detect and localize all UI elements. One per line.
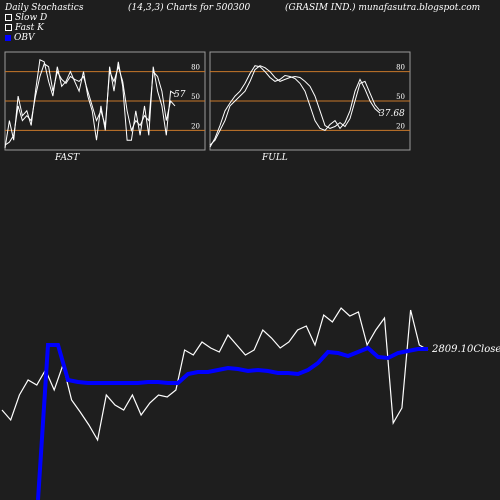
tick-label: 50	[396, 93, 405, 101]
legend-label: Fast K	[15, 23, 44, 33]
tick-label: 80	[191, 64, 200, 72]
legend-item-fast-k: Fast K	[5, 23, 44, 33]
legend-label: Slow D	[15, 13, 48, 23]
legend-swatch	[5, 24, 12, 31]
legend-item-obv: OBV	[5, 33, 35, 43]
tick-label: 80	[396, 64, 405, 72]
chart-subtitle: (14,3,3) Charts for 500300	[128, 3, 251, 13]
chart-title: Daily Stochastics	[5, 3, 84, 13]
series-line	[4, 59, 176, 149]
panel-title-fast: FAST	[55, 153, 80, 163]
tick-label: 50	[191, 93, 200, 101]
legend-swatch	[5, 34, 11, 41]
tick-label: 20	[396, 122, 405, 130]
value-label: 57	[174, 90, 186, 100]
series-line	[209, 65, 381, 146]
chart-source: (GRASIM IND.) munafasutra.blogspot.com	[285, 3, 481, 13]
value-label: 37.68	[379, 109, 405, 119]
panel-title-full: FULL	[262, 153, 288, 163]
legend-swatch	[5, 14, 12, 21]
close-value-label: 2809.10Close	[431, 344, 500, 355]
legend-item-slow-d: Slow D	[5, 13, 47, 23]
obv-line	[36, 343, 428, 500]
close-price-line	[1, 307, 429, 442]
legend-label: OBV	[14, 33, 35, 43]
series-line	[209, 65, 381, 148]
tick-label: 20	[191, 122, 200, 130]
